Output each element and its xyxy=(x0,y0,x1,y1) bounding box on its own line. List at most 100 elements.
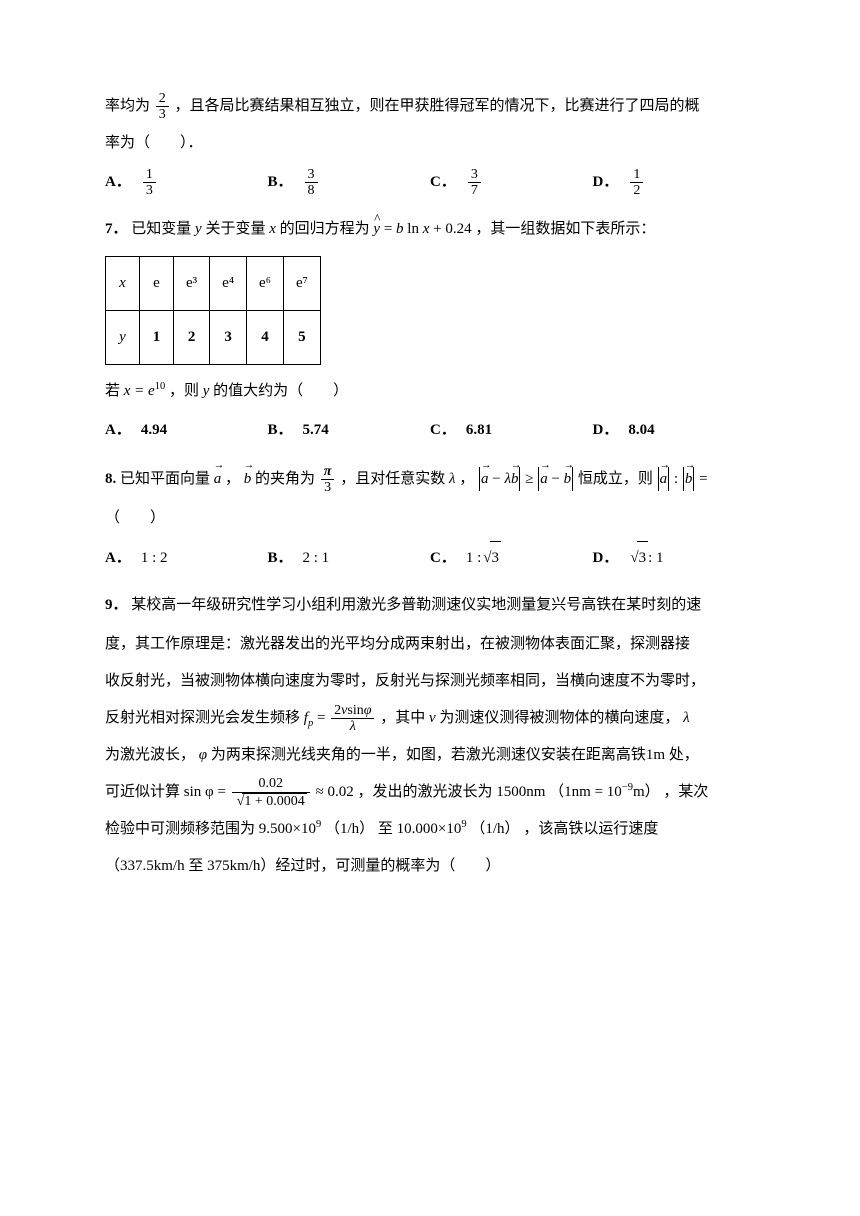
approx: ≈ 0.02 xyxy=(316,784,354,800)
frac-sin: 0.02 1 + 0.0004 xyxy=(232,776,310,809)
q7-num: 7． xyxy=(105,221,128,237)
frac-den: 3 xyxy=(321,480,335,495)
sin-phi: sin φ xyxy=(184,784,214,800)
var-x: x xyxy=(269,221,276,237)
vec-a: a xyxy=(660,467,668,491)
q8-text: 的夹角为 xyxy=(255,471,315,487)
frac-den: 3 xyxy=(143,183,156,198)
q6-options: A． 1 3 B． 3 8 C． 3 7 D． 1 2 xyxy=(105,166,755,199)
option-label: A． xyxy=(105,542,131,575)
q9-text: 为测速仪测得被测物体的横向速度， xyxy=(439,710,679,726)
vec-a: a xyxy=(481,467,489,491)
table-cell: x xyxy=(106,257,140,311)
frac-icon: 3 8 xyxy=(305,167,318,199)
frac-num: 2vsinφ xyxy=(331,703,374,719)
vec-b: b xyxy=(244,463,252,496)
table-cell: e⁴ xyxy=(210,257,247,311)
comma: ， xyxy=(225,471,240,487)
table-row: x e e³ e⁴ e⁶ e⁷ xyxy=(106,257,321,311)
q6-text-pre: 率均为 xyxy=(105,98,150,114)
frac-num: 3 xyxy=(468,167,481,183)
q8-option-b: B． 2 : 1 xyxy=(268,542,431,575)
q8-option-a: A．1 : 2 xyxy=(105,542,268,575)
table-cell: 4 xyxy=(247,311,284,365)
sup: −9 xyxy=(622,782,633,793)
option-label: B． xyxy=(268,414,293,447)
option-label: B． xyxy=(268,166,293,199)
q9-text: 为两束探测光线夹角的一半，如图，若激光测速仪安装在距离高铁1m 处， xyxy=(211,747,699,763)
rad: 3 xyxy=(490,541,502,575)
range2: 10.000×10 xyxy=(397,821,462,837)
sqrt-icon: 3 xyxy=(628,541,648,575)
frac-fp: 2vsinφ λ xyxy=(331,703,374,735)
eq: x = e xyxy=(124,383,155,399)
table-cell: y xyxy=(106,311,140,365)
q7-option-d: D． 8.04 xyxy=(593,414,756,447)
q9-text: ，其中 xyxy=(380,710,425,726)
abs-a-lambda-b: a − λb xyxy=(479,467,520,491)
frac-den: λ xyxy=(331,719,374,734)
rad: 3 xyxy=(637,541,649,575)
q7-text: ，则 xyxy=(169,383,199,399)
var-x: x xyxy=(423,221,430,237)
q8-text: 恒成立，则 xyxy=(578,471,653,487)
q6-option-a: A． 1 3 xyxy=(105,166,268,199)
rad: 1 + 0.0004 xyxy=(242,793,306,809)
q7-option-a: A．4.94 xyxy=(105,414,268,447)
option-label: C． xyxy=(430,414,456,447)
equals: = xyxy=(699,471,707,487)
geq: ≥ xyxy=(525,471,537,487)
q7-text: 关于变量 xyxy=(205,221,265,237)
option-label: B． xyxy=(268,542,293,575)
unit: （1/h） xyxy=(325,821,374,837)
option-label: A． xyxy=(105,166,131,199)
q7-text: 若 xyxy=(105,383,120,399)
q8-option-c: C．1 : 3 xyxy=(430,541,593,575)
lambda: λ xyxy=(683,710,690,726)
q7-text: 的回归方程为 xyxy=(280,221,370,237)
q9-line: 度，其工作原理是：激光器发出的光平均分成两束射出，在被测物体表面汇聚，探测器接 xyxy=(105,628,755,661)
phi: φ xyxy=(199,747,207,763)
var-v: v xyxy=(429,710,436,726)
frac-num: 1 xyxy=(630,167,643,183)
table-cell: 5 xyxy=(283,311,320,365)
q6-text-post: ，且各局比赛结果相互独立，则在甲获胜得冠军的情况下，比赛进行了四局的概 xyxy=(175,98,700,114)
option-label: D． xyxy=(593,414,619,447)
table-cell: e xyxy=(140,257,174,311)
q8-options: A．1 : 2 B．2 : 1 C．1 : 3 D．3 : 1 xyxy=(105,541,755,575)
option-label: C． xyxy=(430,542,456,575)
option-label: C． xyxy=(430,166,456,199)
table-row: y 1 2 3 4 5 xyxy=(106,311,321,365)
q7-table: x e e³ e⁴ e⁶ e⁷ y 1 2 3 4 5 xyxy=(105,256,321,365)
y-hat: y xyxy=(373,213,380,246)
q9-text: 反射光相对探测光会发生频移 xyxy=(105,710,300,726)
vec-a: a xyxy=(214,463,222,496)
range1: 9.500×10 xyxy=(259,821,316,837)
opt-val: 4.94 xyxy=(141,414,167,447)
q9-text: ，发出的激光波长为 xyxy=(357,784,492,800)
lambda: λ xyxy=(449,471,456,487)
comma: ， xyxy=(459,471,474,487)
table-cell: 2 xyxy=(174,311,210,365)
table-cell: 1 xyxy=(140,311,174,365)
eq: = xyxy=(317,710,329,726)
table-cell: e⁷ xyxy=(283,257,320,311)
ln: ln xyxy=(407,221,419,237)
q6-option-b: B． 3 8 xyxy=(268,166,431,199)
q7-text: 的值大约为（ ） xyxy=(213,383,348,399)
q8-title: 8. 已知平面向量 a ， b 的夹角为 π 3 ，且对任意实数 λ ， a −… xyxy=(105,463,755,496)
q9-l4: 反射光相对探测光会发生频移 fp = 2vsinφ λ ，其中 v 为测速仪测得… xyxy=(105,702,755,735)
opt-val: 2 : 1 xyxy=(303,542,330,575)
q9-text: 为激光波长， xyxy=(105,747,195,763)
opt-val: 8.04 xyxy=(628,414,654,447)
unit: m） xyxy=(633,784,660,800)
frac-den: 1 + 0.0004 xyxy=(232,793,310,809)
var-y: y xyxy=(195,221,202,237)
opt-val: 6.81 xyxy=(466,414,492,447)
unit: （1/h） xyxy=(470,821,519,837)
q9-l8: （337.5km/h 至 375km/h）经过时，可测量的概率为（ ） xyxy=(105,850,755,883)
var-b: b xyxy=(396,221,404,237)
abs-b: b xyxy=(683,467,695,491)
sup: 9 xyxy=(461,819,466,830)
q8-text: 已知平面向量 xyxy=(120,471,210,487)
